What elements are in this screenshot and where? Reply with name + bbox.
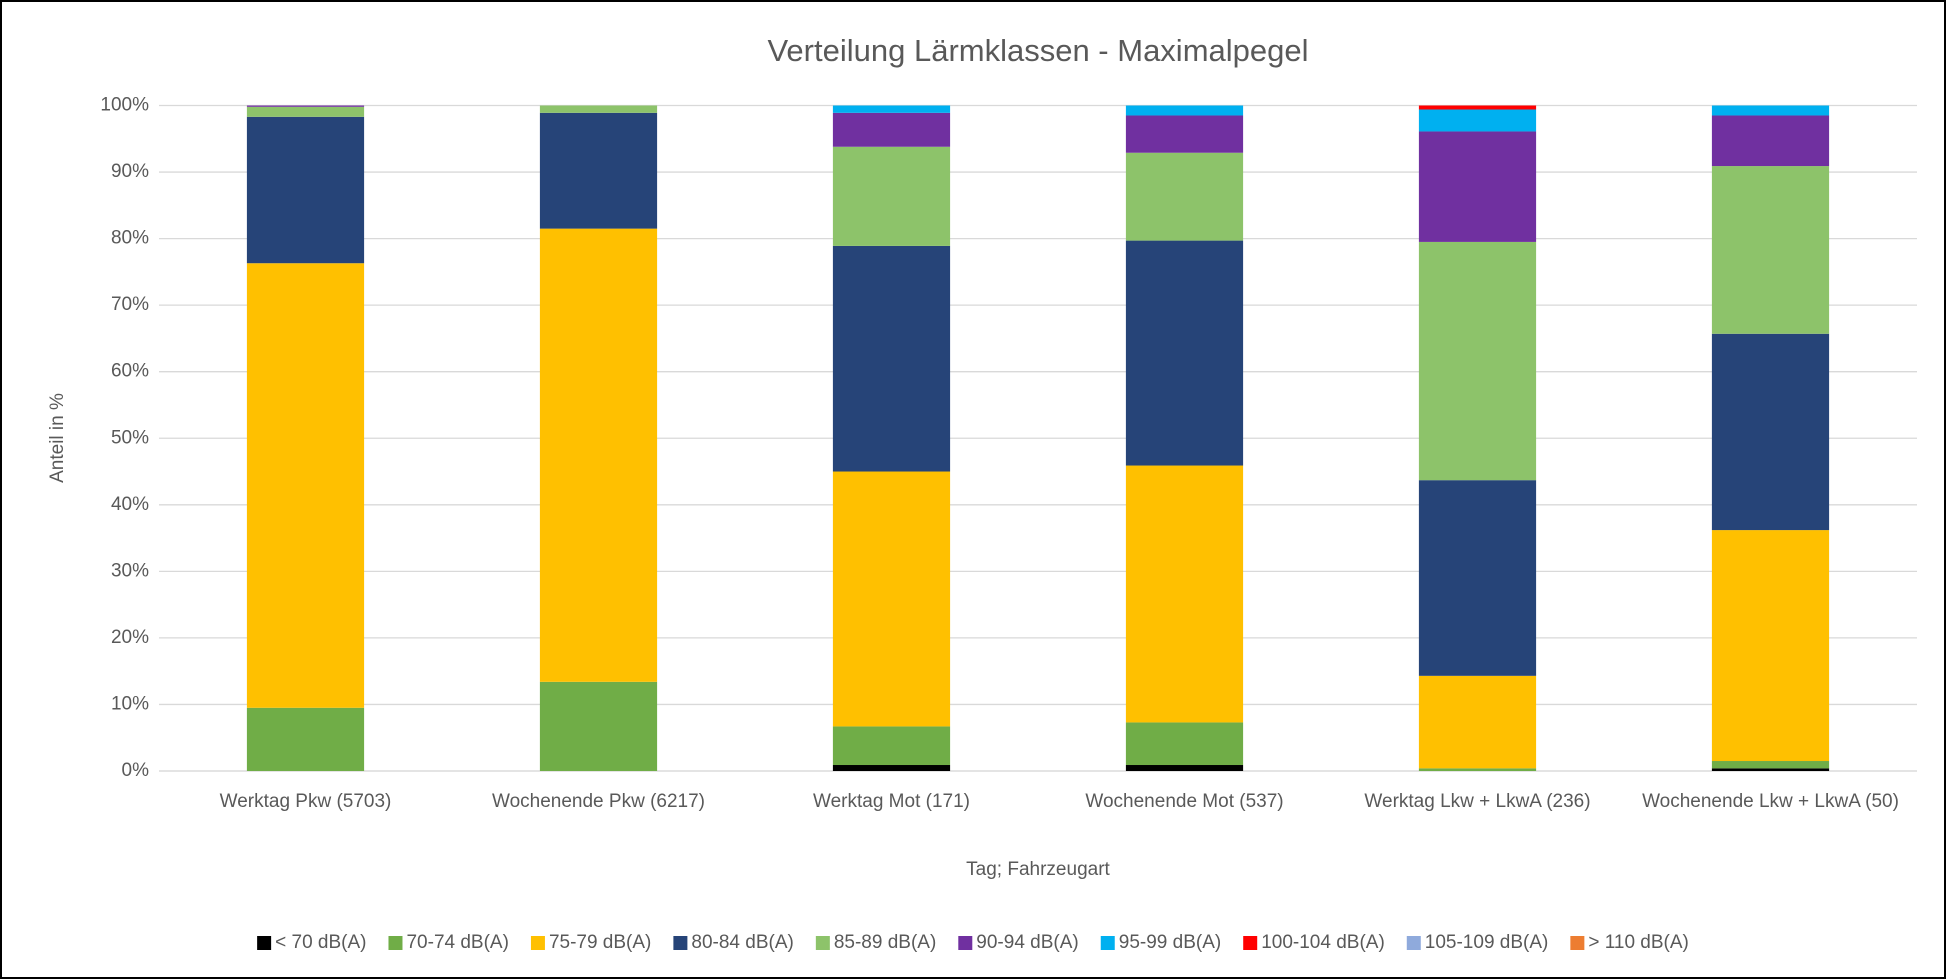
x-tick-label: Wochenende Pkw (6217)	[492, 791, 705, 812]
y-tick-label: 40%	[111, 494, 149, 515]
bar-segment	[539, 112, 658, 229]
legend-label: 90-94 dB(A)	[976, 932, 1078, 953]
bar-segment	[1125, 240, 1244, 466]
legend-swatch	[673, 936, 688, 950]
bar-segment	[539, 681, 658, 771]
bar-segment	[1711, 768, 1830, 771]
bar-segment	[1125, 152, 1244, 241]
legend-swatch	[958, 936, 973, 950]
x-tick-label: Wochenende Lkw + LkwA (50)	[1642, 791, 1899, 812]
bar-segment	[1125, 465, 1244, 723]
bar-segment	[539, 105, 658, 113]
legend-label: 95-99 dB(A)	[1119, 932, 1221, 953]
x-tick-label: Werktag Pkw (5703)	[220, 791, 392, 812]
legend-swatch	[257, 936, 272, 950]
bar-segment	[1418, 109, 1537, 132]
y-tick-label: 100%	[100, 95, 149, 116]
bar-segment	[1711, 333, 1830, 531]
legend-label: 100-104 dB(A)	[1261, 932, 1385, 953]
bar-segment	[832, 245, 951, 472]
bar-segment	[1711, 115, 1830, 167]
legend-label: 105-109 dB(A)	[1425, 932, 1549, 953]
legend-swatch	[530, 936, 545, 950]
y-tick-label: 10%	[111, 693, 149, 714]
bar-segment	[1418, 241, 1537, 481]
bar-segment	[832, 146, 951, 246]
bar-segment	[246, 105, 365, 107]
y-tick-label: 20%	[111, 627, 149, 648]
bar-segment	[1125, 115, 1244, 153]
bar-segment	[1125, 722, 1244, 766]
x-axis-title: Tag; Fahrzeugart	[966, 859, 1110, 880]
bar-segment	[1125, 765, 1244, 771]
x-tick-label: Wochenende Mot (537)	[1085, 791, 1283, 812]
bar-segment	[246, 116, 365, 264]
legend-label: 70-74 dB(A)	[406, 932, 508, 953]
bar-segment	[1711, 530, 1830, 762]
y-tick-label: 60%	[111, 361, 149, 382]
bar-segment	[1711, 105, 1830, 116]
x-tick-label: Werktag Lkw + LkwA (236)	[1364, 791, 1590, 812]
legend-swatch	[1570, 936, 1585, 950]
bar-segment	[832, 112, 951, 147]
y-tick-label: 90%	[111, 161, 149, 182]
y-tick-label: 70%	[111, 294, 149, 315]
legend: < 70 dB(A) 70-74 dB(A) 75-79 dB(A) 80-84 dB…	[257, 932, 1689, 953]
bar-segment	[1418, 131, 1537, 242]
bar-segment	[832, 105, 951, 113]
legend-label: > 110 dB(A)	[1588, 932, 1689, 953]
bar-segment	[246, 106, 365, 117]
legend-swatch	[1100, 936, 1115, 950]
bar-segment	[1418, 768, 1537, 771]
legend-label: 85-89 dB(A)	[834, 932, 936, 953]
y-tick-label: 0%	[122, 760, 150, 781]
bar-segment	[832, 471, 951, 727]
y-tick-label: 50%	[111, 427, 149, 448]
bar-segment	[246, 707, 365, 771]
bar-segment	[832, 726, 951, 766]
bar-segment	[1418, 105, 1537, 110]
legend-swatch	[388, 936, 403, 950]
legend-swatch	[815, 936, 830, 950]
bar-segment	[1711, 761, 1830, 769]
bar-segment	[246, 263, 365, 708]
bar-segment	[539, 228, 658, 682]
chart-title: Verteilung Lärmklassen - Maximalpegel	[767, 33, 1308, 68]
legend-label: < 70 dB(A)	[275, 932, 366, 953]
legend-label: 75-79 dB(A)	[549, 932, 651, 953]
x-tick-label: Werktag Mot (171)	[813, 791, 970, 812]
y-tick-label: 30%	[111, 560, 149, 581]
y-tick-label: 80%	[111, 228, 149, 249]
bar-segment	[1125, 105, 1244, 116]
y-axis-title: Anteil in %	[47, 393, 68, 483]
legend-swatch	[1406, 936, 1421, 950]
bar-segment	[1418, 480, 1537, 676]
bar-segment	[1711, 166, 1830, 334]
legend-swatch	[1243, 936, 1258, 950]
bar-segment	[1418, 675, 1537, 769]
bar-segment	[832, 765, 951, 771]
legend-label: 80-84 dB(A)	[691, 932, 793, 953]
